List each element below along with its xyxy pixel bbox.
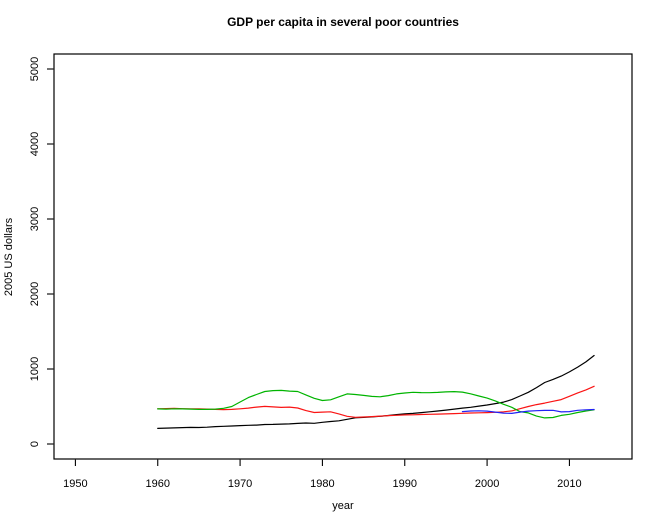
plot-border-box xyxy=(53,53,633,460)
y-axis-tick-label: 1000 xyxy=(29,357,41,381)
x-axis-tick-label: 2010 xyxy=(557,478,581,490)
x-axis-tick-label: 1950 xyxy=(63,478,87,490)
x-axis-tick-label: 1970 xyxy=(228,478,252,490)
x-axis-tick-label: 1980 xyxy=(310,478,334,490)
x-axis: 1950 1960 1970 1980 1990 2000 2010 xyxy=(63,459,582,490)
data-series-group xyxy=(157,354,595,429)
y-axis: 0 1000 2000 3000 4000 5000 xyxy=(29,57,54,447)
series-line-green-country xyxy=(157,389,595,419)
series-line-black-country xyxy=(157,354,595,429)
y-axis-tick-label: 5000 xyxy=(29,57,41,81)
x-axis-label: year xyxy=(332,500,354,512)
x-axis-tick-label: 1960 xyxy=(146,478,170,490)
x-axis-tick-label: 2000 xyxy=(475,478,499,490)
y-axis-tick-label: 3000 xyxy=(29,207,41,231)
y-axis-label: 2005 US dollars xyxy=(3,217,15,296)
series-line-blue-country xyxy=(461,408,595,414)
x-axis-tick-label: 1990 xyxy=(393,478,417,490)
y-axis-tick-label: 0 xyxy=(29,441,41,447)
y-axis-tick-label: 2000 xyxy=(29,282,41,306)
chart-title: GDP per capita in several poor countries xyxy=(227,15,459,29)
series-line-red-country xyxy=(157,385,595,418)
y-axis-tick-label: 4000 xyxy=(29,132,41,156)
